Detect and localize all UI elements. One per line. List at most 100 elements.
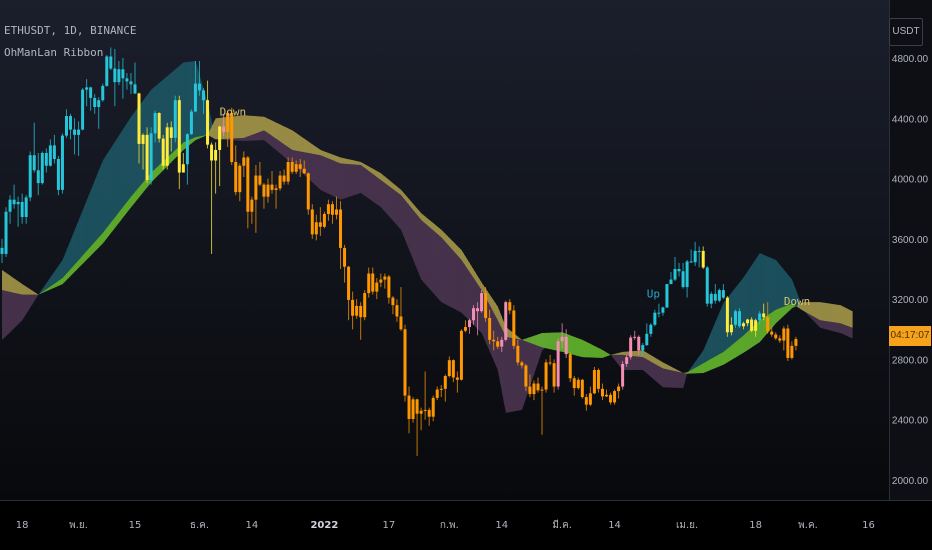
ribbon-inner-bull-segment: [181, 142, 184, 152]
candle: [4, 207, 8, 257]
ribbon-inner-bull-segment: [602, 350, 605, 358]
candle-body: [343, 247, 347, 267]
ribbon-inner-bear-segment: [666, 364, 670, 370]
candle-body: [395, 305, 399, 317]
candle: [210, 142, 214, 254]
ribbon-outer-bear-segment: [247, 135, 251, 141]
ribbon-outer-bull-segment: [128, 116, 132, 200]
ribbon-inner-bear-segment: [417, 208, 420, 218]
ribbon-outer-bull-segment: [717, 312, 720, 356]
ribbon-inner-bull-segment: [143, 179, 146, 193]
ribbon-outer-bull-segment: [743, 274, 746, 336]
candle: [52, 134, 56, 164]
candle-body: [423, 409, 427, 411]
ribbon-inner-bull-segment: [132, 191, 136, 205]
candle-body: [709, 293, 713, 304]
ribbon-outer-bear-segment: [679, 372, 682, 388]
ribbon-outer-bull-segment: [721, 302, 724, 354]
ribbon-inner-bull-segment: [48, 286, 51, 291]
candle-body: [177, 100, 181, 173]
ribbon-inner-bull-segment: [529, 336, 533, 344]
ribbon-inner-bear-segment: [257, 116, 261, 133]
ribbon-outer-bear-segment: [405, 200, 408, 245]
ribbon-outer-bull-segment: [62, 254, 65, 279]
candle-body: [705, 267, 709, 304]
candle-body: [302, 168, 306, 174]
symbol-title[interactable]: ETHUSDT, 1D, BINANCE: [4, 24, 137, 37]
candle: [488, 309, 492, 345]
ribbon-outer-bull-segment: [52, 271, 55, 285]
candle-body: [294, 164, 298, 172]
ribbon-outer-bear-segment: [28, 294, 31, 311]
candle-body: [782, 328, 786, 341]
ribbon-outer-bear-segment: [832, 322, 835, 332]
candle: [32, 122, 36, 173]
candle-body: [105, 56, 109, 86]
candle-body: [359, 305, 363, 318]
ribbon-inner-bull-segment: [542, 332, 545, 348]
candle: [387, 275, 391, 304]
candle-body: [419, 410, 423, 414]
ribbon-inner-bull-segment: [608, 353, 611, 356]
ribbon-outer-bull-segment: [64, 250, 67, 276]
ribbon-outer-bull-segment: [703, 345, 706, 364]
candle-body: [270, 184, 274, 190]
candle: [375, 278, 379, 300]
ribbon-inner-bull-segment: [46, 287, 49, 292]
ribbon-outer-bear-segment: [423, 221, 426, 285]
ribbon-inner-bull-segment: [88, 246, 91, 258]
ribbon-outer-bull-segment: [134, 108, 138, 192]
ribbon-outer-bear-segment: [467, 269, 470, 321]
candle: [391, 296, 395, 315]
ribbon-inner-bull-segment: [128, 196, 132, 210]
ribbon-inner-bull-segment: [50, 284, 53, 290]
ribbon-outer-bull-segment: [763, 254, 766, 318]
ribbon-inner-bull-segment: [203, 135, 206, 137]
ribbon-outer-bear-segment: [348, 164, 351, 197]
ribbon-inner-bear-segment: [296, 133, 299, 152]
ribbon-inner-bear-segment: [449, 237, 452, 249]
ribbon-outer-bear-segment: [237, 138, 241, 141]
candle: [149, 127, 153, 185]
ribbon-inner-bull-segment: [719, 353, 722, 367]
ribbon-inner-bull-segment: [775, 308, 779, 324]
ribbon-outer-bear-segment: [310, 153, 313, 183]
ribbon-outer-bear-segment: [836, 322, 839, 333]
ribbon-inner-bull-segment: [743, 333, 746, 353]
candle: [330, 201, 334, 224]
candle: [733, 309, 737, 328]
indicator-title[interactable]: OhManLan Ribbon: [4, 46, 104, 59]
ribbon-inner-bull-segment: [540, 333, 543, 348]
candle: [347, 265, 351, 321]
candle: [371, 267, 375, 295]
ribbon-outer-bull-segment: [715, 317, 718, 357]
candle-body: [540, 389, 544, 391]
ribbon-outer-bull-segment: [705, 340, 708, 363]
candle: [467, 318, 471, 334]
currency-button[interactable]: USDT: [889, 18, 923, 46]
ribbon-outer-bull-segment: [783, 269, 787, 307]
ribbon-inner-bear-segment: [274, 121, 277, 139]
price-axis-background[interactable]: [889, 0, 932, 500]
ribbon-outer-bear-segment: [380, 180, 384, 210]
ribbon-outer-bear-segment: [683, 372, 686, 389]
candle-body: [246, 157, 250, 212]
time-tick-label: 14: [495, 520, 508, 531]
ribbon-outer-bear-segment: [392, 189, 396, 224]
ribbon-outer-bear-segment: [616, 354, 619, 365]
ribbon-outer-bear-segment: [844, 324, 847, 336]
candle-body: [693, 250, 697, 263]
candle: [322, 211, 326, 229]
ribbon-outer-bear-segment: [427, 225, 430, 289]
ribbon-inner-bull-segment: [759, 318, 762, 343]
ribbon-inner-bear-segment: [677, 369, 680, 373]
ribbon-inner-bull-segment: [791, 303, 795, 309]
ribbon-outer-bear-segment: [253, 133, 257, 141]
ribbon-outer-bull-segment: [769, 257, 773, 314]
price-axis-ticks: 4800.00 4400.00 4000.00 3600.00 3200.00 2800.…: [892, 54, 929, 487]
candle-body: [137, 93, 141, 144]
ribbon-outer-bear-segment: [828, 321, 831, 331]
time-axis-background[interactable]: [0, 500, 932, 550]
candle-body: [733, 311, 737, 325]
